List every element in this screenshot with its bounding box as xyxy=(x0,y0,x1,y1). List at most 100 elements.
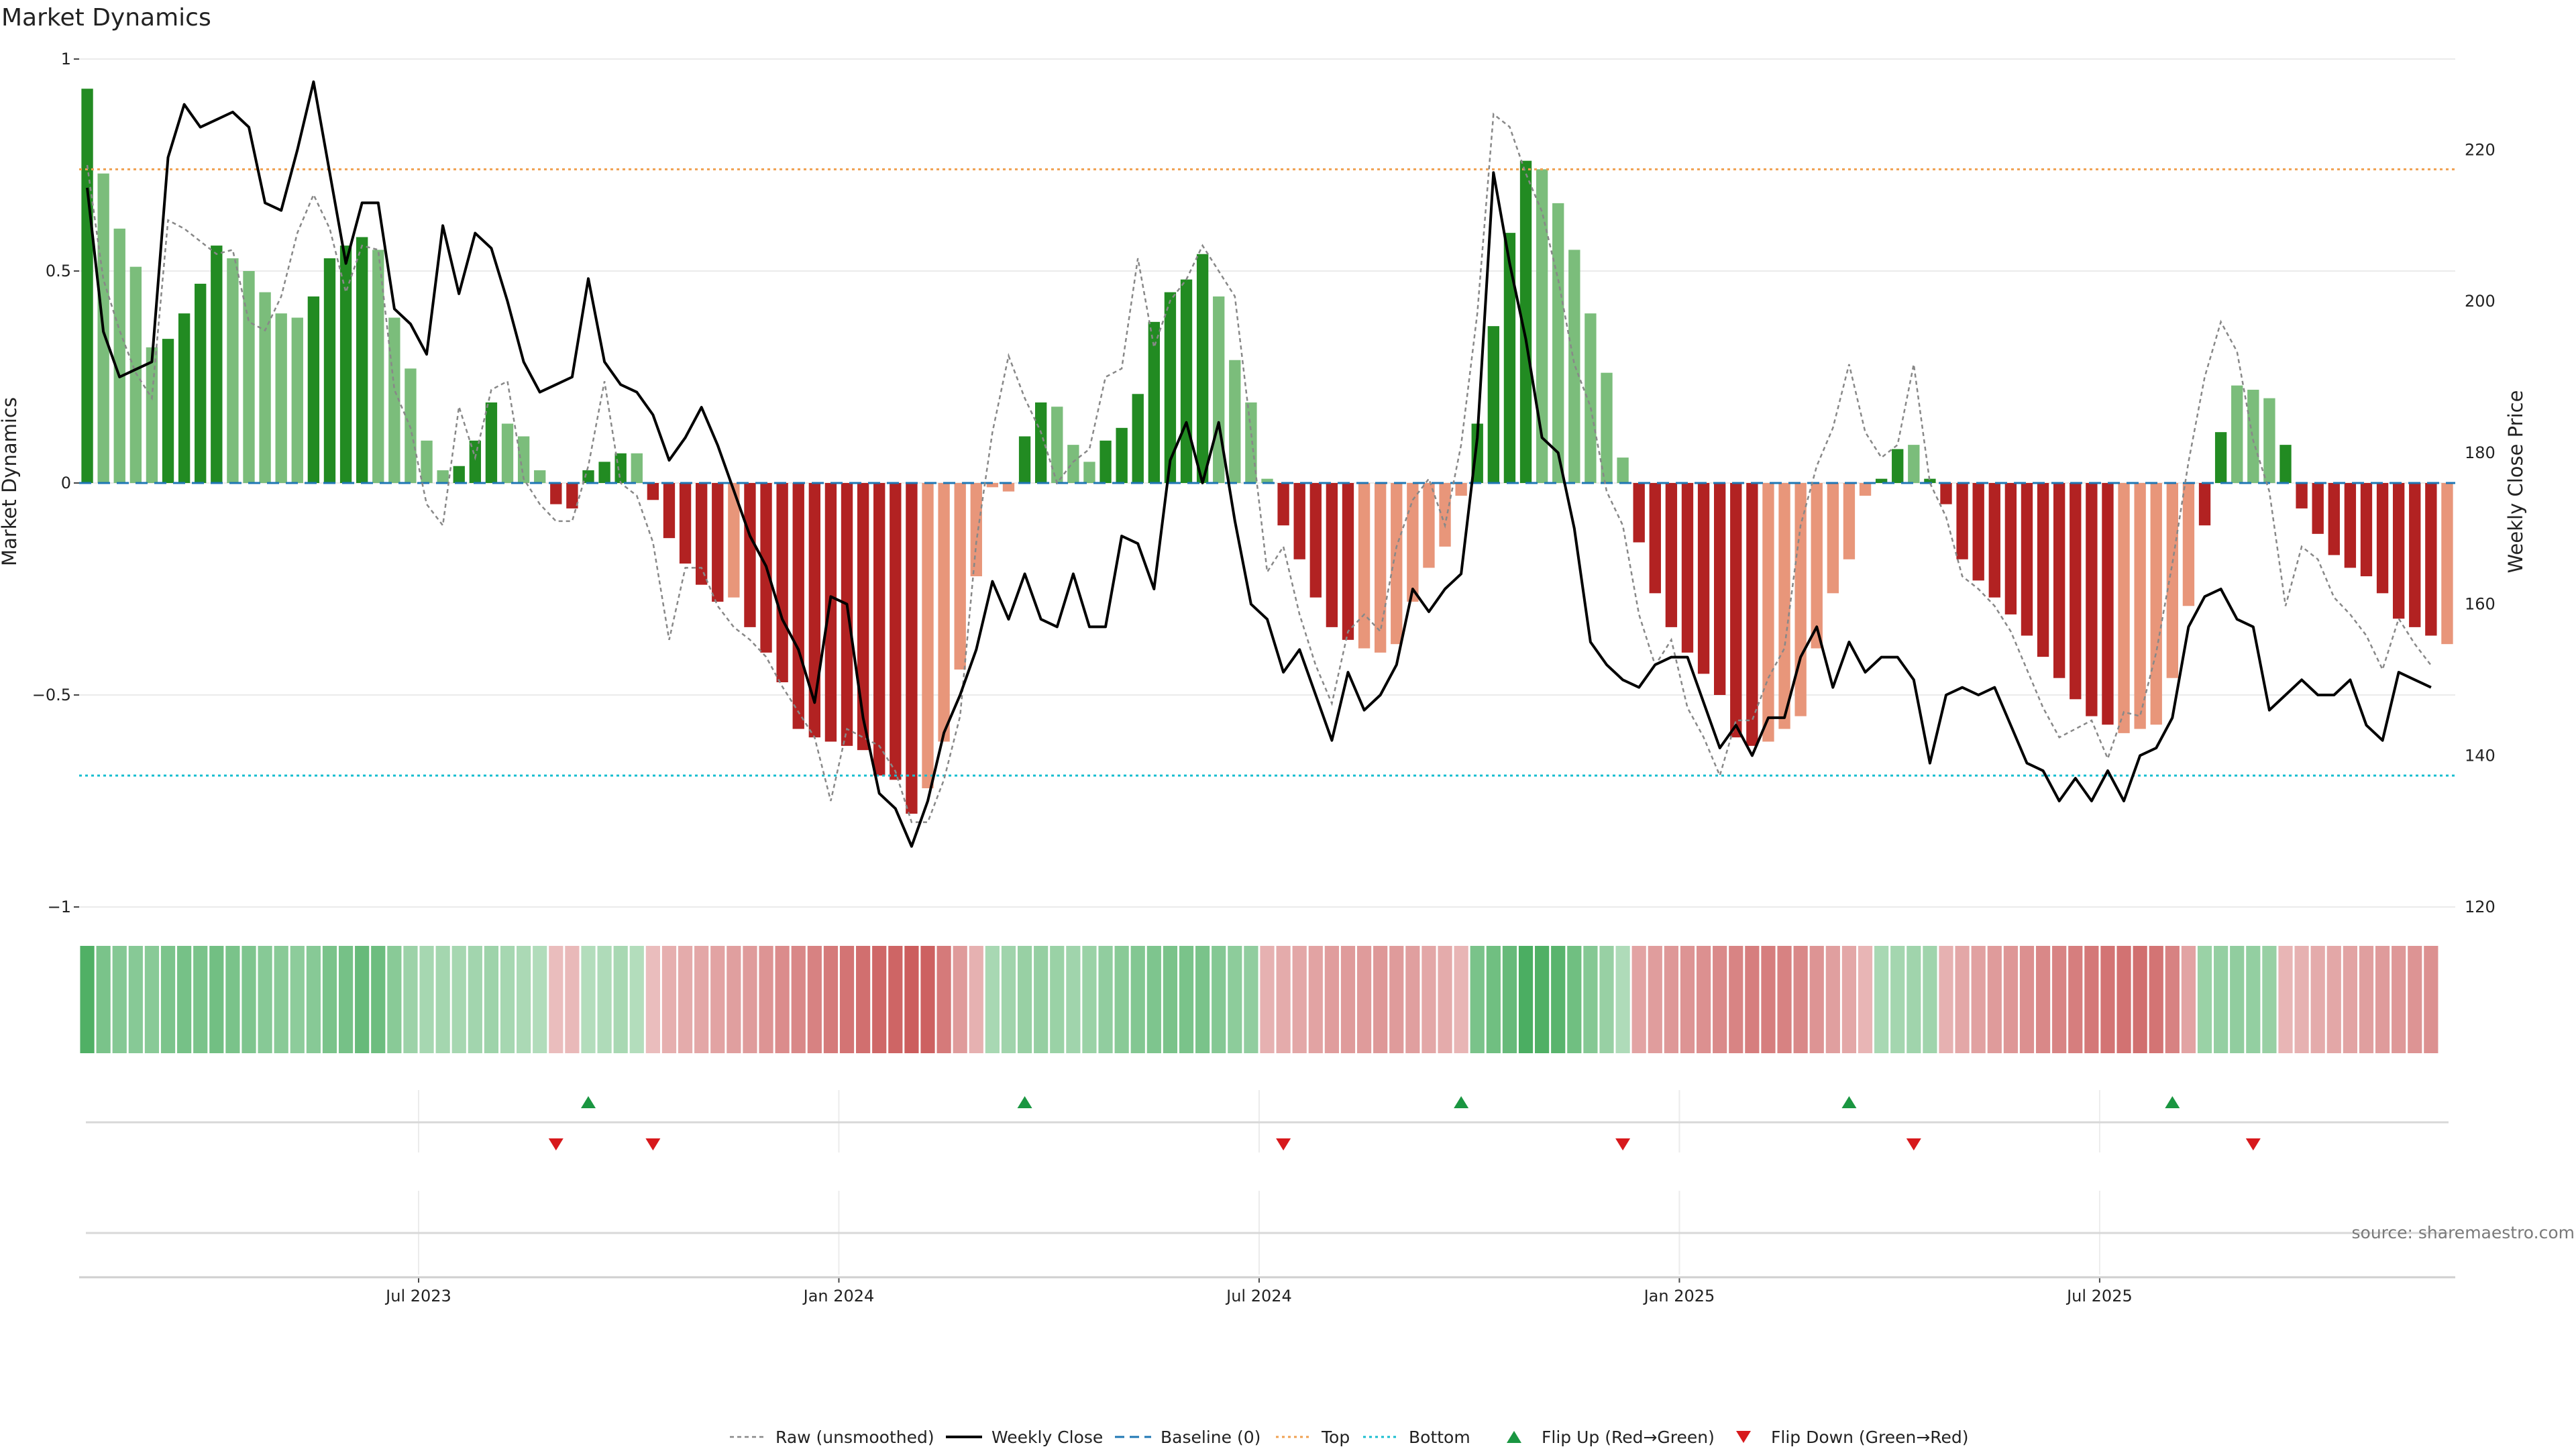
y-tick-label: 0.5 xyxy=(46,262,71,280)
heat-cell xyxy=(645,946,660,1053)
heat-cell xyxy=(2181,946,2196,1053)
negative-bar xyxy=(679,483,692,564)
negative-bar xyxy=(1956,483,1968,559)
flip-up-marker xyxy=(1017,1096,1032,1108)
positive-bar xyxy=(1487,326,1500,483)
heat-cell xyxy=(1179,946,1194,1053)
heat-cell xyxy=(661,946,677,1053)
heat-cell xyxy=(1244,946,1258,1053)
heat-cell xyxy=(1292,946,1307,1053)
y2-tick-label: 180 xyxy=(2465,443,2496,462)
heat-cell xyxy=(888,946,903,1053)
heat-cell xyxy=(807,946,822,1053)
flip-up-marker xyxy=(1841,1096,1857,1108)
heat-cell xyxy=(2262,946,2277,1053)
x-axis: Jul 2023 Jan 2024 Jul 2024 Jan 2025 Jul 2025 xyxy=(79,1276,2455,1305)
heat-cell xyxy=(1438,946,1452,1053)
heat-cell xyxy=(823,946,839,1053)
heat-cell xyxy=(144,946,160,1053)
negative-bar xyxy=(1811,483,1823,649)
heat-cell xyxy=(128,946,143,1053)
heat-cell xyxy=(985,946,1000,1053)
heat-cell xyxy=(484,946,499,1053)
negative-bar xyxy=(2134,483,2146,729)
negative-bar xyxy=(954,483,966,670)
positive-bar xyxy=(1261,478,1273,483)
heat-cell xyxy=(1907,946,1921,1053)
negative-bar xyxy=(1326,483,1338,627)
heat-cell xyxy=(1017,946,1032,1053)
heat-cell xyxy=(581,946,596,1053)
heat-cell xyxy=(1454,946,1468,1053)
x-tick-label: Jul 2025 xyxy=(2065,1287,2133,1305)
negative-bar xyxy=(1681,483,1694,653)
heat-cell xyxy=(387,946,402,1053)
negative-bar xyxy=(2182,483,2195,606)
heat-cell xyxy=(96,946,111,1053)
legend: Raw (unsmoothed) Weekly Close Baseline (0)… xyxy=(730,1428,1969,1447)
heat-cell xyxy=(1809,946,1824,1053)
positive-bar xyxy=(1519,160,1532,483)
negative-bar xyxy=(2166,483,2179,678)
positive-bar xyxy=(1051,407,1063,483)
positive-bar xyxy=(1067,445,1079,483)
positive-bar xyxy=(614,453,627,483)
negative-bar xyxy=(2086,483,2098,716)
negative-bar xyxy=(1423,483,1435,568)
heat-cell xyxy=(2326,946,2341,1053)
flip-down-marker xyxy=(645,1138,661,1150)
heat-cell xyxy=(2392,946,2406,1053)
legend-item-close: Weekly Close xyxy=(946,1428,1103,1447)
negative-bar xyxy=(1455,483,1467,496)
positive-bar xyxy=(307,296,320,483)
x-tick-label: Jul 2024 xyxy=(1225,1287,1292,1305)
negative-bar xyxy=(663,483,676,539)
positive-bar xyxy=(1083,462,1095,483)
negative-bar xyxy=(2328,483,2340,555)
x-tick-label: Jan 2025 xyxy=(1643,1287,1715,1305)
heat-cell xyxy=(1001,946,1016,1053)
heat-cell xyxy=(1939,946,1953,1053)
heat-cell xyxy=(2149,946,2163,1053)
negative-bar xyxy=(1762,483,1774,742)
positive-bar xyxy=(517,436,530,483)
negative-bar xyxy=(841,483,853,746)
heat-cell xyxy=(160,946,176,1053)
positive-bar xyxy=(356,237,368,483)
negative-bar xyxy=(647,483,659,500)
heat-cell xyxy=(1405,946,1420,1053)
negative-bar xyxy=(938,483,950,742)
heat-cell xyxy=(565,946,580,1053)
heat-cell xyxy=(1971,946,1986,1053)
negative-bar xyxy=(2392,483,2405,619)
negative-bar xyxy=(2102,483,2114,725)
negative-bar xyxy=(1391,483,1403,645)
heat-cell xyxy=(856,946,871,1053)
dynamics-bars xyxy=(81,89,2453,814)
heat-cell xyxy=(290,946,305,1053)
heat-cell xyxy=(1389,946,1404,1053)
heat-cell xyxy=(759,946,773,1053)
negative-bar xyxy=(2070,483,2082,700)
legend-item-flip_down: Flip Down (Green→Red) xyxy=(1736,1428,1969,1447)
heat-cell xyxy=(322,946,337,1053)
negative-bar xyxy=(1713,483,1726,695)
negative-bar xyxy=(1778,483,1790,729)
negative-bar xyxy=(2053,483,2065,678)
positive-bar xyxy=(453,466,465,483)
heat-cell xyxy=(2116,946,2131,1053)
positive-bar xyxy=(1148,321,1161,483)
heat-cell xyxy=(2424,946,2438,1053)
negative-bar xyxy=(1859,483,1872,496)
negative-bar xyxy=(1293,483,1305,559)
positive-bar xyxy=(1617,458,1629,483)
heat-cell xyxy=(1777,946,1792,1053)
positive-bar xyxy=(211,246,223,483)
legend-label: Weekly Close xyxy=(991,1428,1103,1447)
heat-cell xyxy=(775,946,790,1053)
heat-cell xyxy=(549,946,564,1053)
negative-bar xyxy=(1277,483,1289,526)
heat-cell xyxy=(1551,946,1566,1053)
heat-cell xyxy=(1729,946,1743,1053)
heat-cell xyxy=(2246,946,2261,1053)
